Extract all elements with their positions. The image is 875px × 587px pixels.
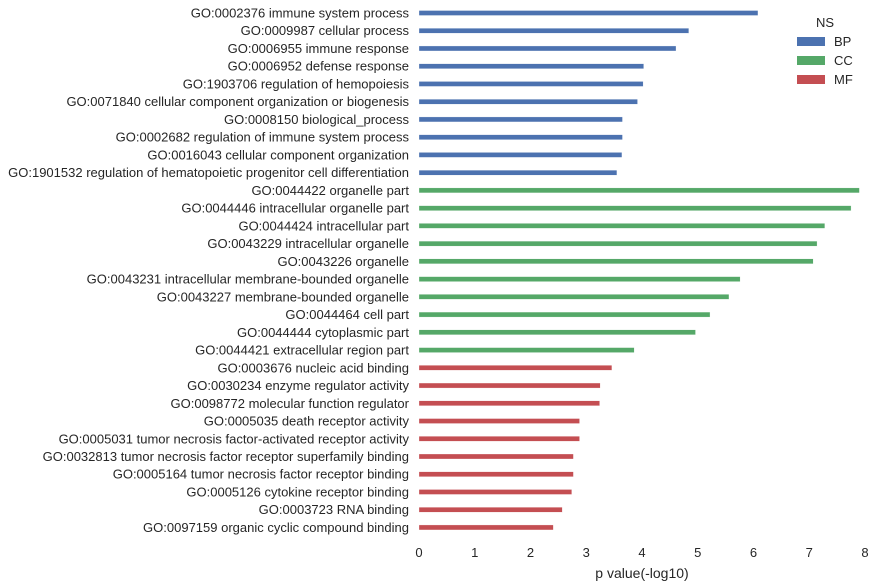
x-tick-label: 1 (471, 545, 478, 560)
x-tick-label: 7 (806, 545, 813, 560)
category-label: GO:0043226 organelle (277, 254, 409, 269)
category-label: GO:0098772 molecular function regulator (171, 396, 410, 411)
legend-label-bp: BP (834, 34, 851, 49)
bar-cc-18 (418, 329, 696, 335)
category-label: GO:0044422 organelle part (251, 183, 409, 198)
legend-swatch-cc (797, 56, 825, 65)
bar-mf-24 (418, 436, 580, 442)
bar-bp-2 (418, 45, 677, 52)
bar-mf-21 (418, 382, 601, 389)
category-label: GO:0043227 membrane-bounded organelle (157, 289, 409, 304)
category-label: GO:0044421 extracellular region part (195, 343, 409, 358)
bar-cc-16 (418, 294, 730, 300)
category-label: GO:0043229 intracellular organelle (207, 236, 409, 251)
category-label: GO:0043231 intracellular membrane-bounde… (87, 272, 409, 287)
bar-mf-23 (418, 418, 580, 424)
x-axis-ticks: 0 1 2 3 4 5 6 7 8 (415, 545, 868, 560)
x-tick-label: 2 (527, 545, 534, 560)
category-label: GO:0005164 tumor necrosis factor recepto… (113, 467, 409, 482)
category-label: GO:0044424 intracellular part (238, 218, 409, 233)
bars-layer (418, 10, 860, 531)
category-labels: GO:0002376 immune system process GO:00099… (8, 6, 410, 535)
bar-mf-20 (418, 365, 613, 371)
category-label: GO:0097159 organic cyclic compound bindi… (143, 520, 409, 535)
bar-mf-22 (418, 400, 600, 406)
x-tick-label: 6 (750, 545, 757, 560)
bar-mf-27 (418, 489, 572, 495)
legend: NS BP CC MF (797, 15, 853, 87)
bar-bp-7 (418, 134, 623, 140)
bar-cc-14 (418, 258, 814, 265)
category-label: GO:1901532 regulation of hematopoietic p… (8, 165, 409, 180)
x-tick-label: 5 (694, 545, 701, 560)
category-label: GO:0006955 immune response (228, 41, 409, 56)
category-label: GO:1903706 regulation of hemopoiesis (183, 76, 410, 91)
bar-cc-11 (418, 205, 852, 211)
bar-mf-28 (418, 507, 563, 513)
x-tick-label: 8 (861, 545, 868, 560)
x-tick-label: 4 (638, 545, 645, 560)
category-label: GO:0006952 defense response (228, 59, 409, 74)
category-label: GO:0005035 death receptor activity (204, 414, 410, 429)
category-label: GO:0030234 enzyme regulator activity (187, 378, 409, 393)
bar-cc-12 (418, 223, 826, 229)
bar-cc-19 (418, 347, 635, 353)
bar-bp-8 (418, 152, 623, 158)
category-label: GO:0016043 cellular component organizati… (147, 147, 409, 162)
category-label: GO:0044464 cell part (285, 307, 409, 322)
bar-bp-6 (418, 116, 623, 123)
legend-title: NS (816, 15, 834, 30)
category-label: GO:0008150 biological_process (224, 112, 410, 127)
category-label: GO:0003676 nucleic acid binding (217, 360, 409, 375)
bar-mf-26 (418, 471, 574, 477)
category-label: GO:0003723 RNA binding (259, 502, 409, 517)
legend-swatch-mf (797, 75, 825, 84)
x-tick-label: 3 (583, 545, 590, 560)
category-label: GO:0032813 tumor necrosis factor recepto… (43, 449, 409, 464)
bar-mf-25 (418, 453, 574, 460)
bar-bp-0 (418, 10, 759, 16)
category-label: GO:0002682 regulation of immune system p… (116, 130, 410, 145)
x-axis-label: p value(-log10) (595, 565, 688, 581)
category-label: GO:0005031 tumor necrosis factor-activat… (59, 431, 410, 446)
bar-mf-29 (418, 524, 554, 531)
bar-cc-15 (418, 276, 741, 282)
x-tick-label: 0 (415, 545, 422, 560)
bar-cc-13 (418, 240, 818, 247)
legend-swatch-bp (797, 37, 825, 46)
bar-bp-3 (418, 63, 644, 69)
bar-bp-5 (418, 99, 638, 105)
legend-label-cc: CC (834, 53, 853, 68)
category-label: GO:0005126 cytokine receptor binding (186, 484, 409, 499)
bar-cc-17 (418, 311, 711, 318)
category-label: GO:0009987 cellular process (241, 23, 410, 38)
category-label: GO:0071840 cellular component organizati… (66, 94, 409, 109)
category-label: GO:0044444 cytoplasmic part (237, 325, 409, 340)
bar-bp-9 (418, 170, 618, 176)
category-label: GO:0044446 intracellular organelle part (181, 201, 409, 216)
bar-bp-4 (418, 81, 644, 87)
legend-label-mf: MF (834, 72, 853, 87)
bar-bp-1 (418, 28, 689, 34)
bar-cc-10 (418, 187, 860, 194)
category-label: GO:0002376 immune system process (191, 6, 410, 21)
